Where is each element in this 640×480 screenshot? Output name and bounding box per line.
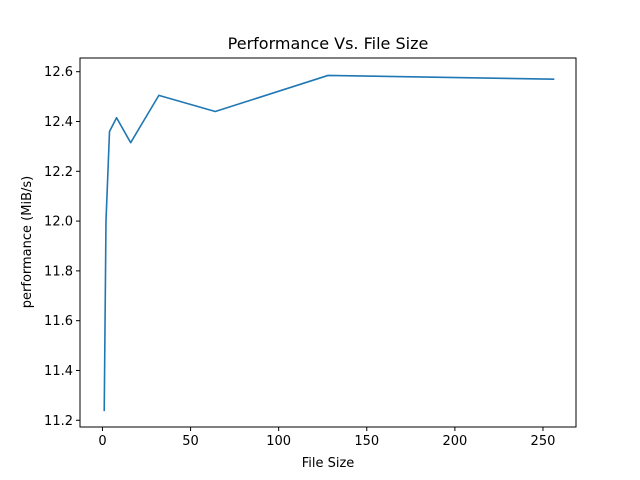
x-tick-label: 150: [354, 434, 379, 449]
x-axis-label: File Size: [302, 456, 355, 471]
y-tick-label: 11.6: [44, 314, 73, 329]
x-tick-label: 100: [266, 434, 291, 449]
y-tick-label: 12.4: [44, 115, 73, 130]
y-tick-label: 12.2: [44, 165, 73, 180]
axis-ticks: 0 50 100 150 200 250 11.2 11.4 11.6 11.8 12.0 12.2 1…: [44, 65, 555, 449]
y-tick-label: 11.8: [44, 264, 73, 279]
series-layer: [103, 74, 555, 412]
plot-frame: [79, 57, 577, 428]
x-tick-label: 0: [98, 434, 106, 449]
y-axis-label: performance (MiB/s): [20, 176, 35, 308]
series-line: [103, 74, 555, 412]
y-tick-label: 12.6: [44, 65, 73, 80]
chart-title: Performance Vs. File Size: [228, 34, 429, 53]
y-tick-label: 12.0: [44, 215, 73, 230]
x-tick-label: 250: [531, 434, 556, 449]
x-tick-label: 50: [182, 434, 199, 449]
x-tick-label: 200: [442, 434, 467, 449]
y-tick-label: 11.2: [44, 414, 73, 429]
y-tick-label: 11.4: [44, 364, 73, 379]
